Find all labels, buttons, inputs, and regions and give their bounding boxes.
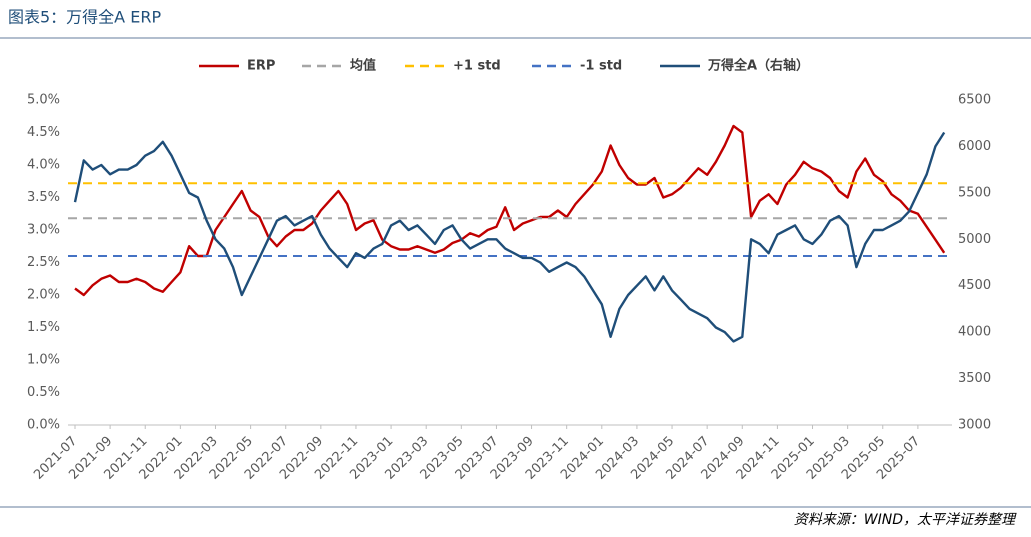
legend-label: -1 std (580, 59, 622, 74)
legend-label: +1 std (453, 59, 501, 74)
y-tick-label: 4.5% (27, 125, 60, 140)
y2-tick-label: 5500 (958, 185, 991, 200)
y2-tick-label: 3500 (958, 371, 991, 386)
y-tick-label: 1.5% (27, 320, 60, 335)
y2-tick-label: 3000 (958, 418, 991, 433)
series-line (73, 131, 946, 343)
y-tick-label: 4.0% (27, 158, 60, 173)
page-title: 图表5：万得全A ERP (8, 8, 161, 27)
y-tick-label: 2.5% (27, 255, 60, 270)
legend-label: ERP (247, 59, 275, 74)
y-tick-label: 3.5% (27, 190, 60, 205)
y-tick-label: 5.0% (27, 93, 60, 108)
y2-tick-label: 6000 (958, 139, 991, 154)
y2-tick-label: 5000 (958, 232, 991, 247)
y-tick-label: 0.0% (27, 418, 60, 433)
y-tick-label: 0.5% (27, 385, 60, 400)
y-tick-label: 2.0% (27, 288, 60, 303)
y2-tick-label: 4500 (958, 278, 991, 293)
source-note: 资料来源：WIND，太平洋证券整理 (794, 512, 1017, 528)
y-tick-label: 3.0% (27, 223, 60, 238)
legend-label: 均值 (350, 58, 376, 74)
y2-tick-label: 6500 (958, 93, 991, 108)
legend-label: 万得全A（右轴） (707, 58, 809, 74)
series-line (74, 124, 946, 297)
y-tick-label: 1.0% (27, 353, 60, 368)
y2-tick-label: 4000 (958, 325, 991, 340)
